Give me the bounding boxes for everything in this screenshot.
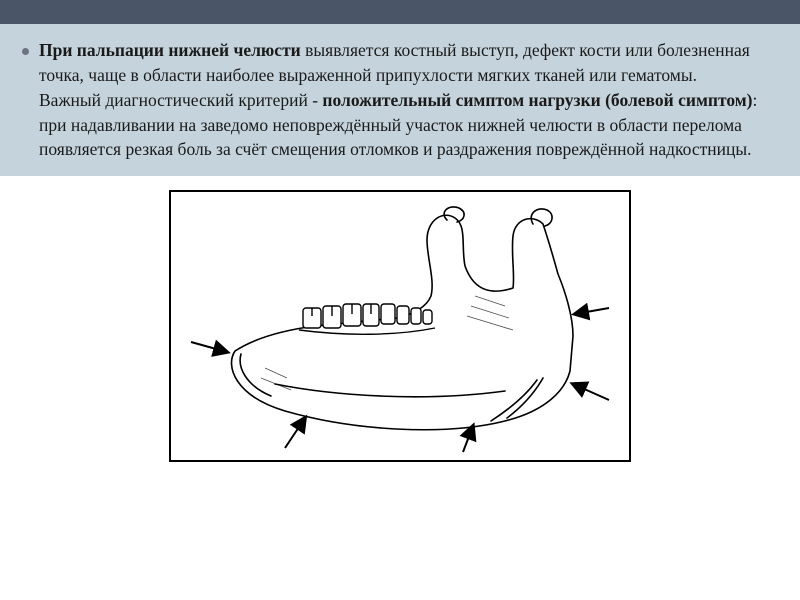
- text-panel: При пальпации нижней челюсти выявляется …: [0, 24, 800, 176]
- bullet-item: При пальпации нижней челюсти выявляется …: [22, 38, 778, 162]
- bullet-icon: [22, 48, 29, 55]
- span-2a: Важный диагностический критерий -: [39, 90, 322, 110]
- header-bar: [0, 0, 800, 24]
- bold-span-1a: При пальпации нижней челюсти: [39, 40, 301, 60]
- image-container: [0, 176, 800, 462]
- image-frame: [169, 190, 631, 462]
- bold-span-2b: положительный симптом нагрузки (болевой …: [322, 90, 752, 110]
- paragraph: При пальпации нижней челюсти выявляется …: [39, 38, 778, 162]
- mandible-illustration: [175, 196, 625, 456]
